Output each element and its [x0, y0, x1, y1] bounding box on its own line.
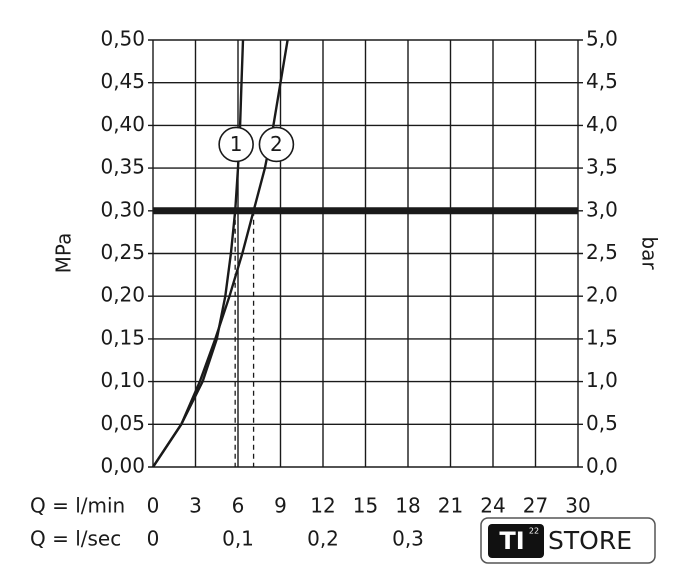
logo-badge-text: TI — [499, 527, 524, 555]
y2-tick-label: 3,0 — [586, 197, 618, 221]
x-tick-label: 0 — [147, 494, 160, 518]
x-tick-label: 18 — [395, 494, 420, 518]
y2-tick-label: 1,5 — [586, 325, 618, 349]
series-badge — [218, 126, 254, 163]
y-tick-label: 0,15 — [100, 325, 145, 349]
y-tick-label: 0,40 — [100, 112, 145, 136]
x-tick-label: 12 — [310, 494, 335, 518]
logo: TI 22 STORE — [480, 517, 656, 564]
x-tick-label: 21 — [438, 494, 463, 518]
y2-tick-label: 1,0 — [586, 368, 618, 392]
x-tick-label: 15 — [353, 494, 378, 518]
x-tick-label: 3 — [189, 494, 202, 518]
series-label: 2 — [270, 132, 283, 156]
y2-axis-label: bar — [638, 236, 662, 270]
y-tick-label: 0,20 — [100, 283, 145, 307]
x-tick-label: 27 — [523, 494, 548, 518]
y-tick-label: 0,05 — [100, 411, 145, 435]
x-tick-label: 9 — [274, 494, 287, 518]
series-line — [151, 39, 289, 468]
logo-superscript: 22 — [529, 527, 539, 536]
x-tick-label: 30 — [565, 494, 590, 518]
y-tick-label: 0,35 — [100, 155, 145, 179]
x2-axis-label: Q = l/sec — [30, 527, 121, 551]
y2-tick-label: 2,0 — [586, 283, 618, 307]
y2-tick-label: 4,5 — [586, 69, 618, 93]
y-tick-label: 0,30 — [100, 197, 145, 221]
x2-tick-label: 0,2 — [307, 527, 339, 551]
x-tick-label: 6 — [232, 494, 245, 518]
y2-tick-label: 3,5 — [586, 155, 618, 179]
y2-tick-label: 2,5 — [586, 240, 618, 264]
y2-tick-label: 0,5 — [586, 411, 618, 435]
x2-tick-label: 0,1 — [222, 527, 254, 551]
x2-tick-label: 0 — [147, 527, 160, 551]
x-tick-label: 24 — [480, 494, 505, 518]
y-tick-label: 0,45 — [100, 69, 145, 93]
y2-tick-label: 0,0 — [586, 454, 618, 478]
series-line — [151, 39, 245, 468]
y-axis-label: MPa — [52, 233, 76, 274]
series-badge — [258, 126, 295, 163]
logo-text: STORE — [548, 526, 632, 555]
x-axis-label: Q = l/min — [30, 494, 125, 518]
logo-badge — [488, 524, 544, 558]
y2-tick-label: 5,0 — [586, 27, 618, 51]
y2-tick-label: 4,0 — [586, 112, 618, 136]
y-tick-label: 0,00 — [100, 454, 145, 478]
series-label: 1 — [230, 132, 243, 156]
x2-tick-label: 0,3 — [392, 527, 424, 551]
y-tick-label: 0,25 — [100, 240, 145, 264]
y-tick-label: 0,10 — [100, 368, 145, 392]
y-tick-label: 0,50 — [100, 27, 145, 51]
